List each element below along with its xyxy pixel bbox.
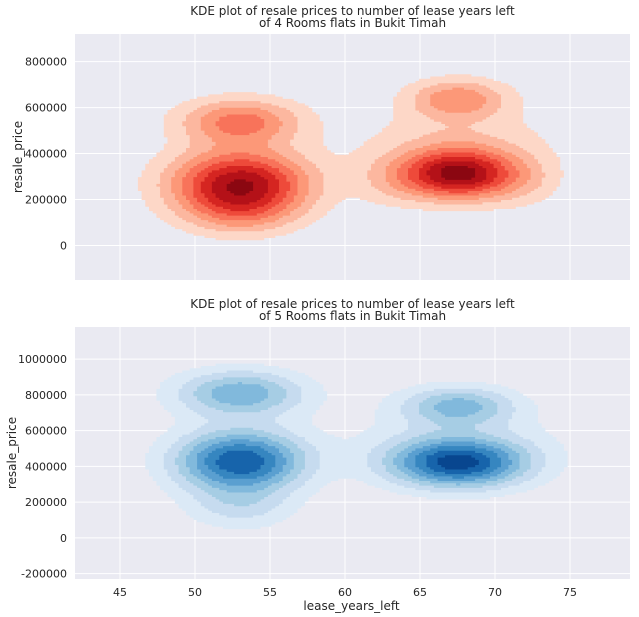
kde-level-1 xyxy=(145,363,568,530)
kde-level-8 xyxy=(226,165,476,196)
x-axis-label: lease_years_left xyxy=(303,599,399,613)
x-tick-label: 65 xyxy=(413,586,427,599)
kde-level-1 xyxy=(137,74,564,241)
chart-title-line-2: of 4 Rooms flats in Bukit Timah xyxy=(259,16,446,30)
kde-level-2 xyxy=(163,370,546,518)
kde-level-4 xyxy=(186,381,520,493)
kde-level-2 xyxy=(156,83,546,232)
kde-level-6 xyxy=(200,157,498,212)
kde-level-7 xyxy=(211,161,487,205)
kde-density xyxy=(145,363,568,530)
y-tick-label: 800000 xyxy=(25,389,67,402)
x-tick-label: 70 xyxy=(488,586,502,599)
y-axis-label: resale_price xyxy=(5,417,19,489)
x-tick-label: 55 xyxy=(263,586,277,599)
y-tick-label: 400000 xyxy=(25,148,67,161)
y-tick-label: 400000 xyxy=(25,460,67,473)
kde-density xyxy=(137,74,564,241)
kde-level-6 xyxy=(204,443,501,479)
y-tick-label: 200000 xyxy=(25,496,67,509)
y-tick-label: 0 xyxy=(60,240,67,253)
kde-level-7 xyxy=(215,450,490,475)
x-tick-label: 60 xyxy=(338,586,352,599)
chart-title-line-1: KDE plot of resale prices to number of l… xyxy=(190,4,515,18)
y-tick-label: -200000 xyxy=(21,568,67,581)
y-tick-label: 600000 xyxy=(25,425,67,438)
chart-5-rooms: -200000 0 200000 400000 600000 800000 1000000 4… xyxy=(5,297,630,613)
y-axis-label: resale_price xyxy=(11,121,25,193)
x-tick-label: 45 xyxy=(113,586,127,599)
kde-level-5 xyxy=(193,152,509,216)
chart-title-line-1: KDE plot of resale prices to number of l… xyxy=(190,297,515,311)
y-tick-label: 1000000 xyxy=(18,353,67,366)
x-tick-label: 75 xyxy=(563,586,577,599)
kde-level-3 xyxy=(174,377,531,507)
x-tick-label: 50 xyxy=(188,586,202,599)
chart-4-rooms: 0 200000 400000 600000 800000 KDE plot of res… xyxy=(11,4,630,280)
kde-level-4 xyxy=(182,114,520,221)
y-tick-label: 600000 xyxy=(25,102,67,115)
kde-level-8 xyxy=(437,455,479,470)
y-tick-label: 0 xyxy=(60,532,67,545)
y-tick-label: 200000 xyxy=(25,194,67,207)
y-tick-label: 800000 xyxy=(25,56,67,69)
chart-title-line-2: of 5 Rooms flats in Bukit Timah xyxy=(259,309,446,323)
